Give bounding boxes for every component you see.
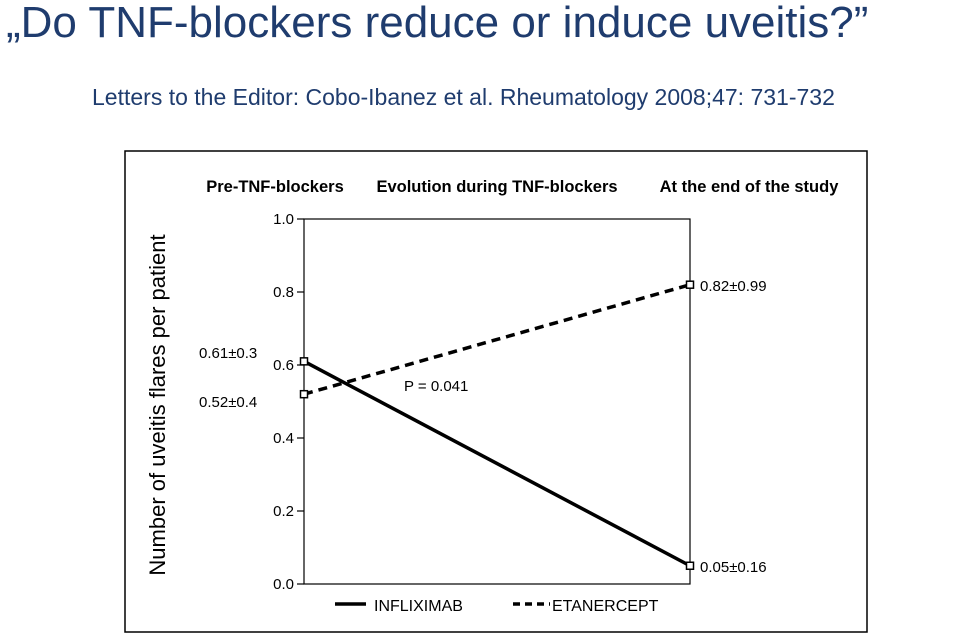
y-tick-label: 0.6 <box>273 357 294 374</box>
label-infliximab-end: 0.05±0.16 <box>700 559 767 576</box>
data-point-infliximab <box>685 561 695 570</box>
y-tick-label: 0.0 <box>273 576 294 593</box>
data-point-etanercept <box>685 280 695 289</box>
column-header-evolution: Evolution during TNF-blockers <box>376 178 617 196</box>
slide-subtitle: Letters to the Editor: Cobo-Ibanez et al… <box>92 84 835 110</box>
p-value-annotation: P = 0.041 <box>404 378 468 395</box>
column-header-pre: Pre-TNF-blockers <box>206 178 344 196</box>
series-lines <box>303 283 691 568</box>
plot-area <box>303 218 691 585</box>
y-tick-label: 1.0 <box>273 211 294 228</box>
y-tick-label: 0.4 <box>273 430 294 447</box>
series-line-infliximab <box>303 359 691 568</box>
data-point-etanercept <box>299 389 309 399</box>
series-markers <box>299 280 695 570</box>
column-header-end: At the end of the study <box>660 178 840 196</box>
label-infliximab-start: 0.61±0.3 <box>199 345 257 362</box>
y-tick-label: 0.8 <box>273 284 294 301</box>
label-etanercept-end: 0.82±0.99 <box>700 278 767 295</box>
series-line-etanercept <box>303 283 691 396</box>
y-tick-label: 0.2 <box>273 503 294 520</box>
slide-title: „Do TNF-blockers reduce or induce uveiti… <box>6 0 869 47</box>
data-point-infliximab <box>299 357 309 366</box>
label-etanercept-start: 0.52±0.4 <box>199 394 257 411</box>
y-axis-ticks: 0.0 0.2 0.4 0.6 0.8 1.0 <box>273 211 304 593</box>
legend-label-infliximab: INFLIXIMAB <box>374 598 463 615</box>
chart-frame <box>124 150 868 633</box>
legend-label-etanercept: ETANERCEPT <box>552 598 659 615</box>
